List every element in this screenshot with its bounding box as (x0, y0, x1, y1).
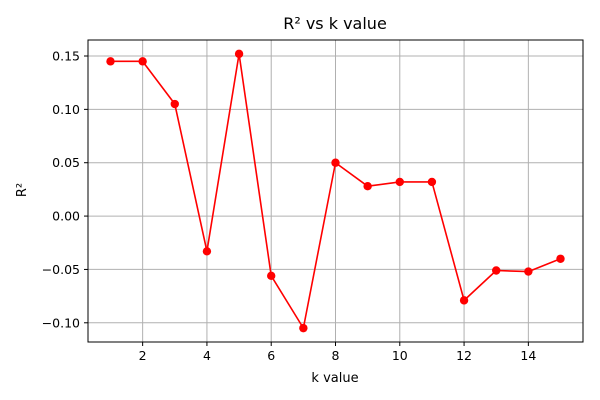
x-tick-label: 6 (267, 348, 275, 363)
y-tick-label: 0.05 (52, 155, 80, 170)
y-tick-label: −0.05 (42, 262, 80, 277)
data-point (299, 323, 308, 333)
x-tick-label: 10 (392, 348, 408, 363)
x-tick-label: 8 (332, 348, 340, 363)
x-tick-label: 4 (203, 348, 211, 363)
data-point (556, 254, 565, 263)
data-point (427, 177, 437, 187)
x-axis-label: k value (311, 371, 358, 386)
axes: 2 4 6 8 10 12 14 −0.10 −0.05 0.00 0.05 0.10 0.15 (42, 39, 584, 363)
data-point (492, 266, 501, 275)
data-point (267, 271, 276, 281)
grid (88, 40, 583, 342)
data-point (234, 49, 244, 59)
x-tick-label: 14 (520, 348, 536, 363)
y-axis-label: R² (15, 183, 30, 197)
x-tick-label: 2 (139, 348, 147, 363)
axes-frame (87, 39, 584, 343)
chart-title: R² vs k value (283, 14, 387, 33)
y-tick-label: 0.10 (52, 102, 80, 117)
data-point (331, 158, 340, 167)
y-tick-label: 0.00 (52, 209, 80, 224)
data-point (138, 57, 147, 66)
data-point (395, 177, 404, 187)
data-point (170, 99, 179, 109)
y-tick-label: −0.10 (42, 315, 80, 330)
x-tick-label: 12 (456, 348, 472, 363)
data-point (106, 57, 115, 66)
data-point (524, 267, 533, 276)
data-point (202, 247, 212, 256)
plot-area (106, 49, 565, 333)
data-point (459, 296, 469, 305)
y-tick-label: 0.15 (52, 49, 80, 64)
data-point (363, 181, 372, 191)
